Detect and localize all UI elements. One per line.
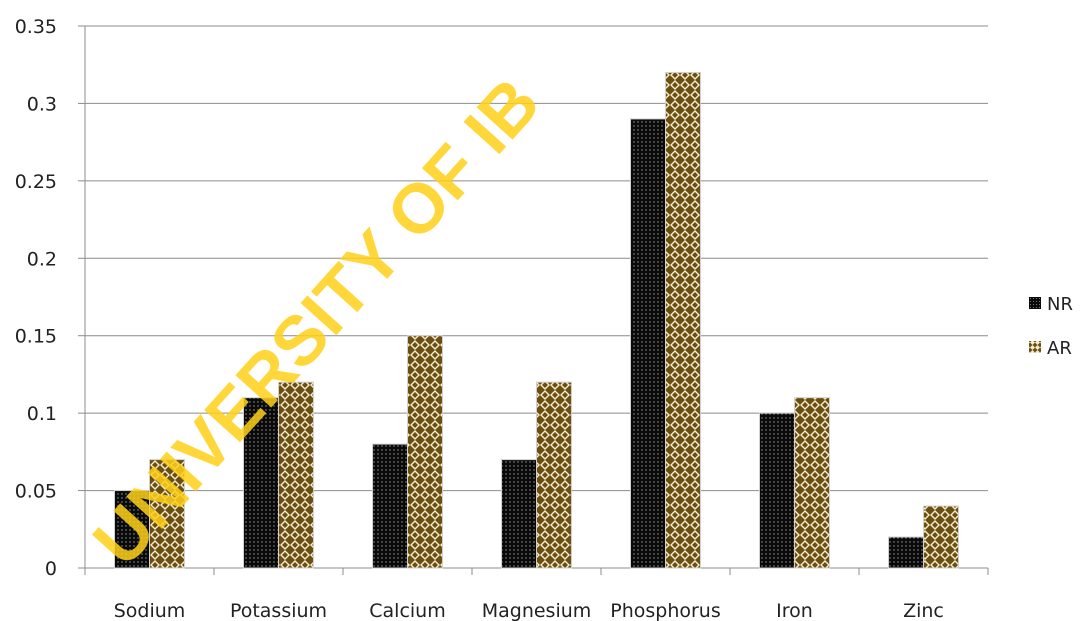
y-tick-label: 0.1	[27, 403, 57, 425]
bar-nr-potassium	[243, 397, 279, 569]
y-tick-label: 0.2	[27, 248, 57, 270]
legend-label-ar: AR	[1047, 338, 1072, 359]
y-tick-label: 0.05	[15, 481, 57, 503]
bar-nr-iron	[759, 412, 795, 569]
legend: NR AR	[1029, 294, 1073, 359]
bar-nr-phosphorus	[630, 118, 666, 569]
watermark-text: UNIVERSITY OF IB	[78, 63, 554, 580]
bar-ar-iron	[794, 397, 830, 569]
y-tick-label: 0.35	[15, 16, 57, 38]
y-tick-label: 0.3	[27, 93, 57, 115]
x-tick-label: Calcium	[369, 600, 445, 621]
x-tick-label: Zinc	[903, 600, 944, 621]
x-tick-label: Potassium	[230, 600, 327, 621]
legend-swatch-ar	[1029, 341, 1041, 353]
x-tick-label: Phosphorus	[610, 600, 721, 621]
y-tick-label: 0	[45, 558, 57, 580]
legend-label-nr: NR	[1047, 294, 1073, 315]
y-tick-label: 0.15	[15, 326, 57, 348]
tick-labels: 0 0.05 0.1 0.15 0.2 0.25 0.3 0.35 Sodium Potassiu…	[15, 16, 944, 621]
bar-ar-zinc	[923, 505, 959, 569]
bars	[114, 71, 959, 569]
x-tick-label: Magnesium	[482, 600, 592, 621]
bar-ar-sodium	[149, 459, 185, 569]
gridlines	[85, 25, 988, 492]
legend-swatch-nr	[1029, 297, 1041, 309]
bar-ar-magnesium	[536, 381, 572, 569]
bar-ar-potassium	[278, 381, 314, 569]
bar-ar-calcium	[407, 335, 443, 569]
x-tick-label: Sodium	[114, 600, 186, 621]
y-tick-label: 0.25	[15, 171, 57, 193]
x-tick-label: Iron	[776, 600, 813, 621]
bar-nr-calcium	[372, 443, 408, 569]
bar-nr-magnesium	[501, 459, 537, 569]
bar-nr-sodium	[114, 490, 150, 569]
bar-ar-phosphorus	[665, 71, 701, 569]
bar-nr-zinc	[888, 536, 924, 569]
